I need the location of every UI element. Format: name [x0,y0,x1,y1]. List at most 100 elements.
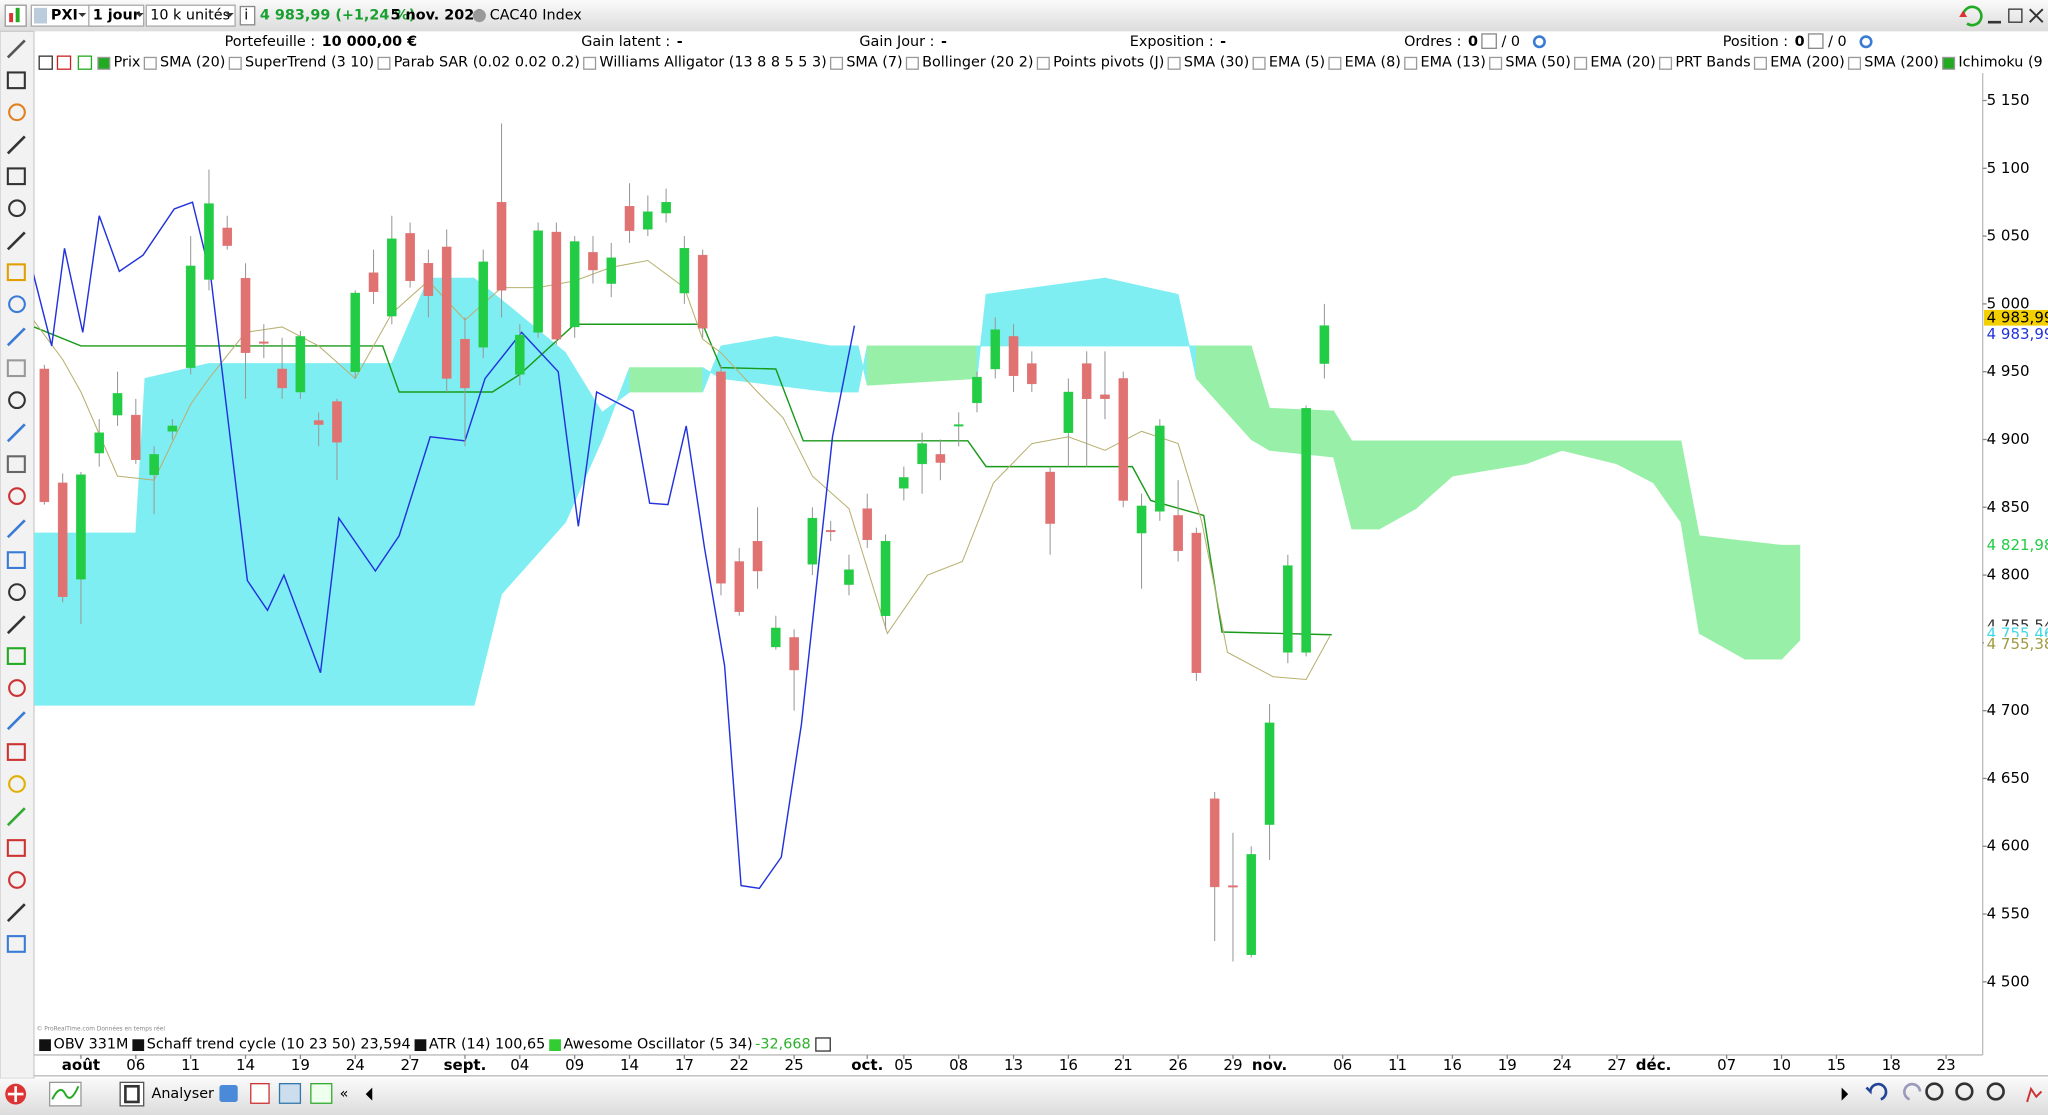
order-button[interactable] [1481,33,1497,49]
indicator-icon[interactable] [56,55,72,70]
indicator-name[interactable]: SMA (30) [1184,55,1249,71]
tool-icon[interactable] [6,519,26,539]
order-button[interactable] [1807,33,1824,49]
tool-icon[interactable] [6,71,26,90]
tool-icon[interactable] [6,167,26,186]
units[interactable]: 10 k unités [150,8,230,24]
sub-indicator-swatch[interactable] [39,1039,51,1052]
indicator-name[interactable]: EMA (13) [1420,55,1485,71]
indicator-name[interactable]: PRT Bands [1675,55,1750,71]
account-label: Exposition : [1130,34,1214,50]
indicator-name[interactable]: Bollinger (20 2) [922,55,1033,71]
tool-icon[interactable] [6,551,26,569]
ichimoku-cloud [601,367,630,440]
indicator-checkbox[interactable] [1489,56,1503,70]
indicator-icon[interactable] [38,55,53,70]
tool-icon[interactable] [6,231,26,251]
tool-icon[interactable] [8,775,26,793]
info-icon[interactable] [239,5,256,26]
indicator-checkbox[interactable] [1574,56,1588,70]
indicator-checkbox[interactable] [1847,56,1862,70]
indicator-name[interactable]: Points pivots (J) [1053,55,1164,71]
indicator-name[interactable]: Parab SAR (0.02 0.02 0.2) [394,55,580,71]
indicator-checkbox[interactable] [1753,56,1767,70]
symbol-icon [33,7,48,24]
x-tick-label: 21 [1114,1056,1133,1074]
tool-icon[interactable] [6,423,26,443]
tool-icon[interactable] [6,615,26,635]
symbol[interactable]: PXI [51,8,78,24]
tool-icon[interactable] [6,327,26,347]
period[interactable]: 1 jour [93,8,141,24]
sub-indicator-swatch[interactable] [132,1039,145,1052]
period-box[interactable] [88,4,145,27]
tool-icon[interactable] [8,295,26,314]
indicator-name[interactable]: EMA (5) [1269,55,1325,71]
indicator-checkbox[interactable] [583,56,597,70]
indicator-checkbox[interactable] [1659,56,1673,70]
indicator-checkbox[interactable] [377,56,391,70]
tool-icon[interactable] [6,711,26,731]
indicator-checkbox[interactable] [829,56,844,70]
indicator-checkbox[interactable] [1036,56,1050,70]
sub-indicator[interactable]: Awesome Oscillator (5 34) [564,1036,753,1052]
indicator-name[interactable]: SMA (7) [846,55,902,71]
indicator-name[interactable]: EMA (20) [1590,55,1655,71]
x-tick-label: 27 [401,1056,420,1074]
window-controls[interactable] [1959,5,2044,27]
sub-indicator[interactable]: Schaff trend cycle (10 23 50) 23,594 [147,1036,411,1052]
tool-icon[interactable] [8,679,26,697]
indicator-checkbox[interactable] [1252,56,1266,70]
tool-icon[interactable] [6,455,26,474]
indicator-name[interactable]: EMA (200) [1770,55,1844,71]
sub-indicator[interactable]: ATR (14) 100,65 [429,1036,545,1052]
indicator-checkbox[interactable] [1328,56,1342,70]
indicator-checkbox[interactable] [1167,56,1181,70]
tool-icon[interactable] [6,743,26,761]
tool-icon[interactable] [8,391,26,410]
indicator-name[interactable]: Ichimoku (9 26 5 [1958,55,2048,71]
tool-icon[interactable] [6,807,26,827]
tool-icon[interactable] [6,935,26,953]
tool-icon[interactable] [6,263,26,282]
ichimoku-cloud [1177,294,1197,379]
indicator-name[interactable]: SMA (200) [1864,55,1939,71]
indicator-checkbox[interactable] [228,56,242,70]
indicator-checkbox[interactable] [1404,56,1418,70]
tool-icon[interactable] [8,583,26,601]
tool-icon[interactable] [6,39,26,59]
indicator-checkbox[interactable] [97,56,111,70]
bottom-icons[interactable]: « [219,1082,2043,1104]
indicator-checkbox[interactable] [1942,56,1956,70]
tool-icon[interactable] [6,839,26,857]
units-box[interactable] [145,4,236,27]
indicator-name[interactable]: SMA (20) [160,55,225,71]
tool-icon[interactable] [6,903,26,923]
indicator-checkbox[interactable] [905,56,919,70]
sub-indicator-swatch[interactable] [549,1039,561,1052]
tool-icon[interactable] [6,359,26,378]
settings-icon[interactable] [1532,35,1546,49]
candle-body [1081,363,1092,400]
indicator-name[interactable]: Prix [114,55,141,71]
x-tick-label: 16 [1059,1056,1078,1074]
analyse-button[interactable]: Analyser [152,1086,215,1102]
sub-indicator[interactable]: OBV 331M [54,1036,129,1052]
tool-icon[interactable] [8,487,26,506]
tool-icon[interactable] [6,135,26,155]
bottom-left-icons[interactable] [5,1081,145,1107]
indicator-name[interactable]: Williams Alligator (13 8 8 5 5 3) [599,55,826,71]
tool-icon[interactable] [8,103,26,122]
tool-icon[interactable] [8,199,26,218]
settings-icon[interactable] [1859,35,1873,49]
indicator-name[interactable]: SMA (50) [1505,55,1570,71]
sub-indicator-swatch[interactable] [414,1039,427,1052]
indicator-icon[interactable] [77,55,93,70]
tool-icon[interactable] [8,871,26,889]
tool-icon[interactable] [6,647,26,665]
indicator-name[interactable]: EMA (8) [1345,55,1401,71]
candle-body [515,334,525,375]
indicator-checkbox[interactable] [143,56,157,70]
indicator-name[interactable]: SuperTrend (3 10) [245,55,374,71]
sub-indicator-add[interactable] [815,1037,831,1052]
